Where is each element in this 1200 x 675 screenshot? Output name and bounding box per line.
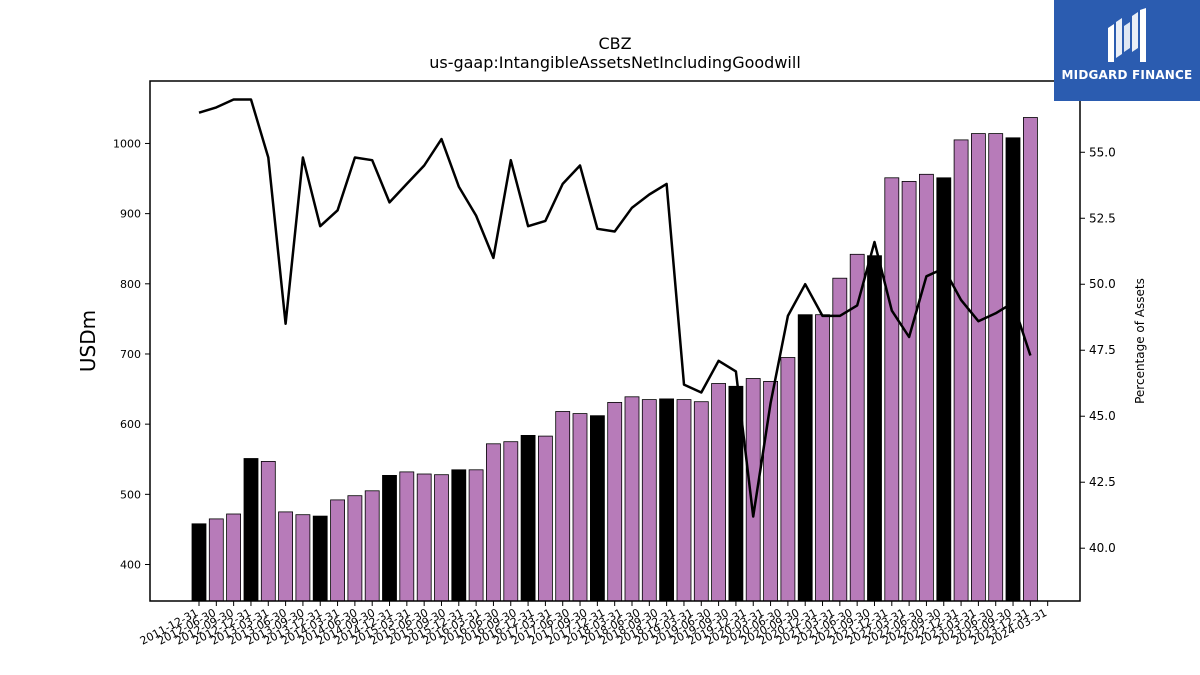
bar-2022-06-30 [919,173,934,602]
bar-2022-12-31 [953,139,969,602]
plot-frame [149,80,1081,602]
bar-2019-06-30 [711,383,726,602]
bar-2020-12-31 [815,314,830,602]
bar-2020-09-30 [797,314,813,602]
bar-2023-12-31 [1023,117,1038,602]
y-axis-ticks: 400 500 600 700 800 900 1000 [113,137,150,572]
bar-2016-09-30 [520,434,536,602]
bar-2018-12-31 [676,399,692,602]
y2-tick-label: 45.0 [1089,409,1116,423]
y2-axis-label: Percentage of Assets [1133,278,1147,404]
bar-2018-03-31 [624,396,640,602]
y-tick-label: 1000 [113,137,141,150]
bar-2015-12-31 [468,469,484,602]
y-tick-label: 400 [120,559,141,572]
percentage-line-path [198,98,1032,518]
bar-2023-06-30 [988,133,1004,602]
percentage-line [198,98,1032,518]
brand-mark-icon [1108,8,1146,62]
chart-title: CBZ [598,34,631,53]
y-tick-label: 600 [120,418,141,431]
y2-axis-ticks: 40.0 42.5 45.0 47.5 50.0 52.5 55.0 [1080,145,1116,555]
bar-2013-09-30 [312,515,328,602]
bar-2022-03-31 [901,180,917,602]
bar-2016-06-30 [503,441,519,602]
bar-2018-09-30 [659,398,674,602]
bar-2021-12-31 [884,177,900,602]
bar-2014-03-31 [347,495,363,602]
y2-tick-label: 40.0 [1089,541,1116,555]
bar-2019-03-31 [693,401,709,602]
x-axis-ticks: 2011-12-312012-06-302012-09-302012-12-31… [138,601,1049,648]
bar-2012-03-31 [208,518,224,602]
bar-2021-03-31 [832,277,848,602]
bar-2013-06-30 [295,514,311,602]
bar-2017-03-31 [555,411,571,602]
y-axis-label: USDm [76,310,100,372]
y2-tick-label: 42.5 [1089,475,1116,489]
y-tick-label: 700 [120,348,141,361]
bar-2012-09-30 [243,458,259,602]
bar-2014-12-31 [399,471,415,602]
y2-tick-label: 55.0 [1089,145,1116,159]
y2-tick-label: 47.5 [1089,343,1116,357]
bar-2012-12-31 [260,460,276,602]
bar-2021-09-30 [867,255,882,602]
bar-2013-12-31 [330,499,346,602]
bar-2012-06-30 [226,513,242,602]
brand-logo: MIDGARD FINANCE [1054,0,1200,101]
bar-2016-12-31 [538,435,553,602]
y-tick-label: 900 [120,208,141,221]
bar-2016-03-31 [485,443,501,602]
bar-2014-06-30 [364,490,380,602]
bar-2018-06-30 [641,399,657,602]
bar-2014-09-30 [382,474,397,602]
bar-2017-06-30 [572,413,588,602]
bar-2020-03-31 [763,380,778,602]
bar-2015-03-31 [416,473,432,602]
bar-2023-03-31 [971,133,986,602]
y-tick-label: 800 [120,278,141,291]
y2-tick-label: 50.0 [1089,277,1116,291]
bar-2022-09-30 [936,177,952,602]
bar-2015-09-30 [451,469,467,602]
y-tick-label: 500 [120,488,141,501]
y2-tick-label: 52.5 [1089,211,1116,225]
bar-2013-03-31 [278,511,294,602]
bar-2017-09-30 [590,415,605,602]
bar-2020-06-30 [780,357,796,602]
brand-name: MIDGARD FINANCE [1061,68,1193,82]
bar-2011-12-31 [191,523,207,602]
bar-2023-09-30 [1005,137,1021,602]
bar-2015-06-30 [434,474,449,602]
bar-2017-12-31 [607,401,623,602]
bars [191,117,1038,602]
chart-subtitle: us-gaap:IntangibleAssetsNetIncludingGood… [429,53,801,72]
